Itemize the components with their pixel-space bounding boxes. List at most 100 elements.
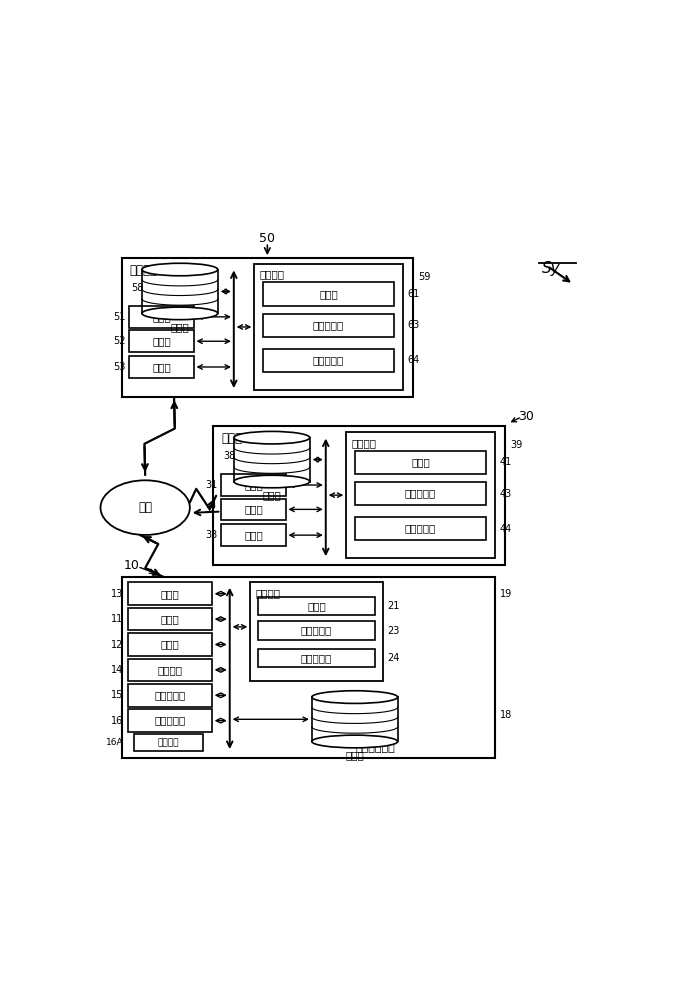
Bar <box>129 356 194 378</box>
Ellipse shape <box>312 691 397 703</box>
Bar <box>121 258 413 397</box>
Text: 显示部: 显示部 <box>244 480 263 490</box>
Text: 31: 31 <box>205 480 217 490</box>
Bar <box>128 684 212 707</box>
Text: 操作部: 操作部 <box>161 640 179 650</box>
Text: 触摸面板: 触摸面板 <box>157 665 182 675</box>
Text: 18: 18 <box>500 710 512 720</box>
Text: 44: 44 <box>499 524 511 534</box>
Text: 控制部: 控制部 <box>319 289 338 299</box>
Text: 存储部: 存储部 <box>345 750 364 760</box>
Text: 51: 51 <box>113 312 125 322</box>
Text: 15: 15 <box>111 690 123 700</box>
Text: 52: 52 <box>113 336 125 346</box>
Text: 19: 19 <box>500 589 512 599</box>
Bar <box>134 734 203 751</box>
Text: 定影装置: 定影装置 <box>158 738 179 747</box>
Text: 58: 58 <box>131 283 143 293</box>
Text: 通信部: 通信部 <box>152 362 171 372</box>
Text: 存储部: 存储部 <box>262 490 281 500</box>
Text: 30: 30 <box>518 410 534 423</box>
Bar <box>263 314 394 337</box>
Text: 24: 24 <box>387 653 399 663</box>
Text: 通信控制部: 通信控制部 <box>313 355 344 365</box>
Text: 11: 11 <box>111 614 123 624</box>
Text: 41: 41 <box>499 457 511 467</box>
Bar <box>263 349 394 372</box>
Text: 通信控制部: 通信控制部 <box>405 524 436 534</box>
Text: 通信部: 通信部 <box>161 589 179 599</box>
Bar <box>214 426 505 565</box>
Bar <box>129 306 194 328</box>
Text: 13: 13 <box>111 589 123 599</box>
Text: 通信控制部: 通信控制部 <box>301 653 332 663</box>
Bar <box>355 451 486 474</box>
Bar <box>250 582 382 681</box>
Bar <box>121 577 495 758</box>
Text: 网络: 网络 <box>138 501 152 514</box>
Text: 终端装置: 终端装置 <box>129 264 157 277</box>
Text: 43: 43 <box>499 489 511 499</box>
Text: 控制单元: 控制单元 <box>256 588 281 598</box>
Text: 53: 53 <box>113 362 125 372</box>
Bar <box>254 264 403 390</box>
Text: 显示控制部: 显示控制部 <box>405 489 436 499</box>
Text: 59: 59 <box>418 272 431 282</box>
Ellipse shape <box>234 475 310 488</box>
Text: Sy: Sy <box>542 261 561 276</box>
Text: 控制部: 控制部 <box>411 457 430 467</box>
Text: 23: 23 <box>387 626 399 636</box>
Bar <box>258 621 375 640</box>
Text: 显示部: 显示部 <box>161 614 179 624</box>
Bar <box>128 709 212 732</box>
Text: 32: 32 <box>205 504 217 514</box>
Bar <box>129 330 194 352</box>
Text: 显示控制部: 显示控制部 <box>301 626 332 636</box>
Text: 通信部: 通信部 <box>244 530 263 540</box>
Bar <box>355 517 486 540</box>
Text: 显示控制部: 显示控制部 <box>313 320 344 330</box>
Bar <box>258 597 375 615</box>
Text: 63: 63 <box>407 320 420 330</box>
Ellipse shape <box>100 480 190 535</box>
Bar <box>221 499 285 520</box>
Text: 服务器: 服务器 <box>221 432 242 445</box>
Text: 64: 64 <box>407 355 420 365</box>
Text: 图像形成装置: 图像形成装置 <box>355 743 395 753</box>
Bar <box>128 608 212 630</box>
Bar <box>128 633 212 656</box>
Bar <box>128 582 212 605</box>
Text: 12: 12 <box>111 640 123 650</box>
Ellipse shape <box>142 263 218 276</box>
Text: 控制部: 控制部 <box>307 601 326 611</box>
Text: 38: 38 <box>223 451 235 461</box>
Bar <box>355 482 486 505</box>
Bar <box>128 659 212 681</box>
Ellipse shape <box>234 431 310 444</box>
Text: 14: 14 <box>111 665 123 675</box>
Ellipse shape <box>312 735 397 748</box>
Ellipse shape <box>142 307 218 320</box>
Bar <box>221 474 285 496</box>
Text: 39: 39 <box>511 440 523 450</box>
Bar <box>346 432 495 558</box>
Text: 61: 61 <box>407 289 420 299</box>
Text: 50: 50 <box>260 232 275 245</box>
Bar <box>142 270 218 313</box>
Text: 操作部: 操作部 <box>152 336 171 346</box>
Text: 控制单元: 控制单元 <box>260 270 285 280</box>
Bar <box>258 649 375 667</box>
Bar <box>221 524 285 546</box>
Text: 控制单元: 控制单元 <box>351 438 376 448</box>
Text: 33: 33 <box>205 530 217 540</box>
Text: 图像形成部: 图像形成部 <box>154 716 185 726</box>
Bar <box>263 282 394 306</box>
Text: 操作部: 操作部 <box>244 504 263 514</box>
Text: 存储部: 存储部 <box>170 322 189 332</box>
Text: 16A: 16A <box>106 738 123 747</box>
Text: 图像读取部: 图像读取部 <box>154 690 185 700</box>
Bar <box>312 697 397 741</box>
Text: 10: 10 <box>124 559 140 572</box>
Text: 显示部: 显示部 <box>152 312 171 322</box>
Text: 16: 16 <box>111 716 123 726</box>
